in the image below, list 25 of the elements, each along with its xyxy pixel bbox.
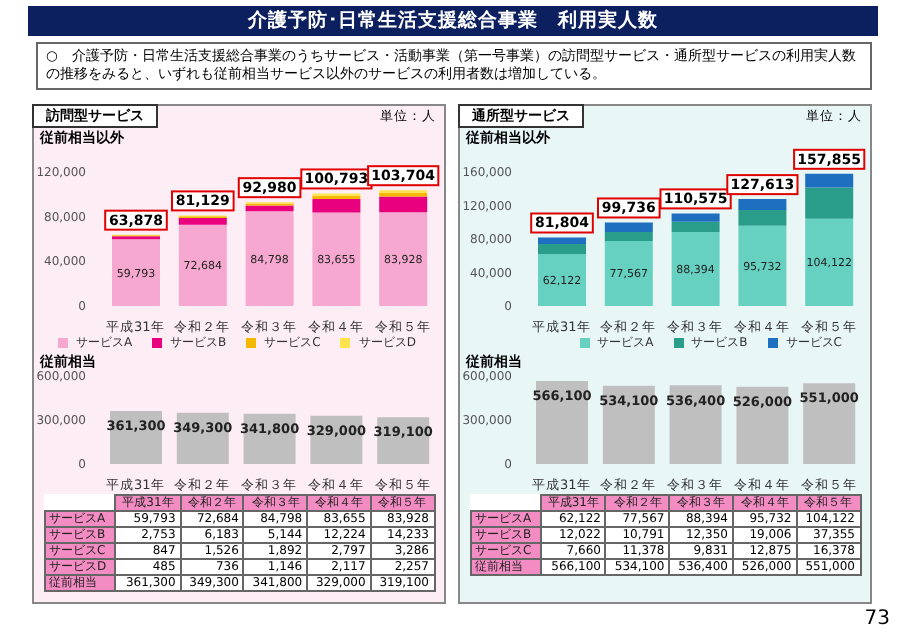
bar [671, 213, 720, 222]
bar [379, 196, 428, 213]
bar [738, 209, 787, 226]
bar [671, 221, 720, 232]
bar [379, 212, 428, 306]
bar [538, 253, 586, 306]
bar [178, 224, 227, 306]
bar [245, 211, 294, 306]
bar [805, 187, 854, 219]
text: 73 [864, 608, 890, 632]
bar [112, 239, 160, 306]
text: 介護予防･日常生活支援総合事業 利用実人数 [28, 6, 878, 36]
bar [312, 212, 361, 306]
bar [604, 241, 653, 306]
bar [738, 199, 787, 210]
bar [538, 237, 586, 244]
bar [178, 217, 227, 225]
bar [604, 232, 653, 242]
bar [312, 198, 361, 213]
bar [805, 218, 854, 306]
bar [604, 222, 653, 232]
bar [538, 243, 586, 254]
bar [738, 225, 787, 306]
bar [805, 173, 854, 188]
bar [671, 231, 720, 306]
